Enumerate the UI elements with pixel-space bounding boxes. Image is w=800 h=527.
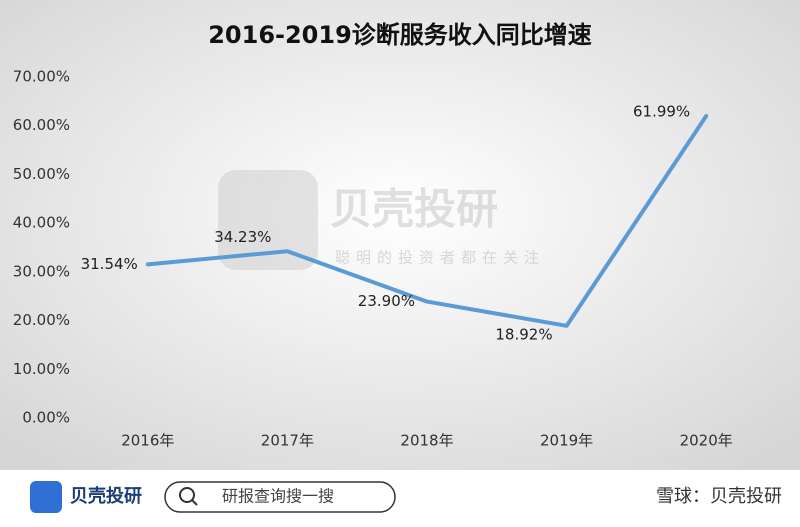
footer-brand: 贝壳投研 [70, 485, 142, 507]
footer-source: 雪球：贝壳投研 [656, 486, 782, 507]
watermark-logo [218, 170, 318, 270]
footer-logo [30, 481, 62, 513]
search-placeholder: 研报查询搜一搜 [222, 487, 334, 506]
y-tick-label: 50.00% [13, 165, 70, 183]
y-tick-label: 0.00% [22, 409, 70, 427]
data-label: 31.54% [81, 255, 138, 273]
data-label: 23.90% [358, 292, 415, 310]
data-label: 18.92% [495, 325, 552, 343]
y-tick-label: 70.00% [13, 68, 70, 86]
search-box[interactable] [164, 481, 396, 513]
data-line [145, 114, 709, 328]
y-tick-label: 40.00% [13, 214, 70, 232]
y-tick-label: 30.00% [13, 262, 70, 280]
chart-title: 2016-2019诊断服务收入同比增速 [208, 21, 592, 49]
y-tick-label: 10.00% [13, 360, 70, 378]
x-tick-label: 2018年 [400, 432, 453, 450]
watermark: 贝壳投研 聪明的投资者都在关注 [218, 170, 545, 270]
data-label: 61.99% [633, 103, 690, 121]
x-tick-label: 2020年 [680, 432, 733, 450]
y-tick-label: 60.00% [13, 116, 70, 134]
x-tick-label: 2016年 [121, 432, 174, 450]
x-tick-label: 2017年 [261, 432, 314, 450]
chart-background [0, 0, 800, 470]
y-tick-label: 20.00% [13, 311, 70, 329]
search-icon-handle [191, 499, 198, 506]
footer-bar [0, 470, 800, 527]
watermark-brand: 贝壳投研 [330, 185, 498, 234]
watermark-slogan: 聪明的投资者都在关注 [335, 249, 545, 267]
data-label: 34.23% [214, 228, 271, 246]
x-tick-label: 2019年 [540, 432, 593, 450]
search-icon [179, 487, 195, 503]
